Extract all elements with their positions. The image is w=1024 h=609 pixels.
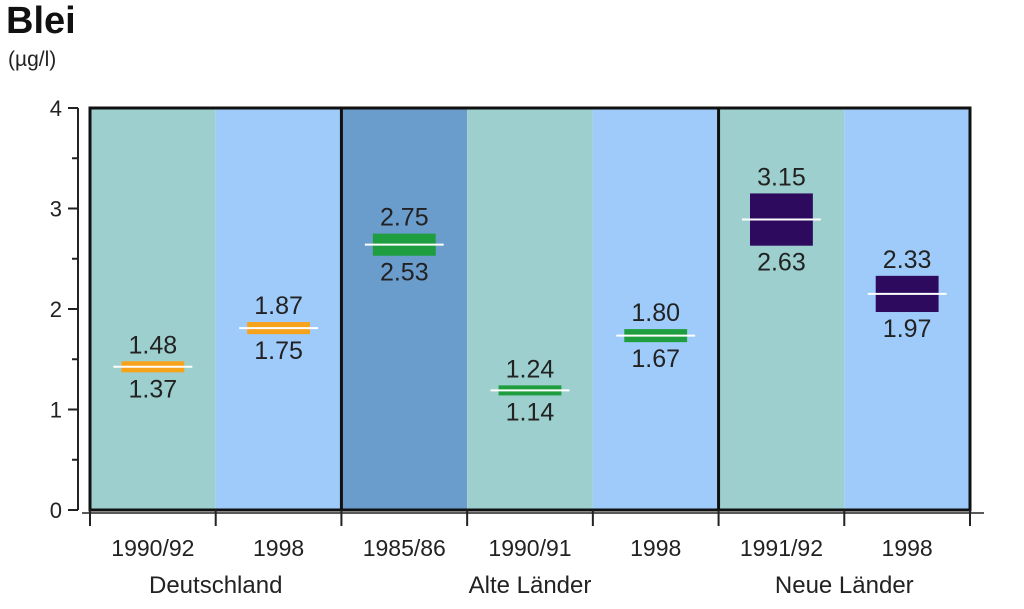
group-label: Alte Länder [469,572,592,599]
category-label: 1998 [882,535,933,561]
data-label-high: 1.48 [129,331,178,359]
category-label: 1998 [253,535,304,561]
plot-frame [88,106,972,512]
data-label-low: 1.97 [883,315,932,343]
category-label: 1998 [630,535,681,561]
data-label-low: 1.67 [631,345,680,373]
column-background [592,108,719,510]
y-tick-label: 1 [50,398,62,423]
column-background [341,108,468,510]
data-label-high: 2.75 [380,204,429,232]
y-tick-label: 2 [50,297,62,322]
category-label: 1990/91 [488,535,571,561]
chart-title: Blei [6,0,76,42]
column-background [467,108,593,510]
data-label-low: 1.14 [506,398,555,426]
group-label: Deutschland [149,572,282,599]
unit-label: (µg/l) [8,48,57,71]
data-label-high: 3.15 [757,163,806,191]
category-label: 1985/86 [363,535,446,561]
column-background [90,108,216,510]
data-label-low: 2.63 [757,249,806,277]
column-background [215,108,342,510]
y-tick-label: 4 [50,96,62,121]
column-background [718,108,845,510]
y-tick-label: 0 [50,498,62,523]
data-label-high: 2.33 [883,246,932,274]
data-label-high: 1.80 [631,299,680,327]
data-label-low: 1.37 [129,375,178,403]
data-label-low: 2.53 [380,259,429,287]
data-label-low: 1.75 [254,337,303,365]
category-label: 1991/92 [740,535,823,561]
data-label-high: 1.87 [254,292,303,320]
y-tick-label: 3 [50,197,62,222]
group-label: Neue Länder [775,572,914,599]
data-label-high: 1.24 [506,355,555,383]
category-label: 1990/92 [111,535,194,561]
